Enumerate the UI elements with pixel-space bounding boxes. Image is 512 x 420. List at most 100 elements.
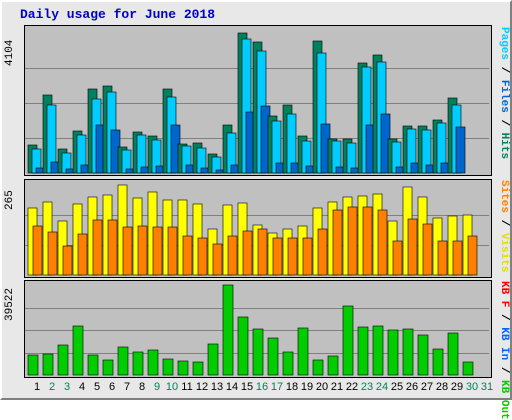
visits-sites-bar-sites-day-6 xyxy=(107,219,118,276)
day-label-8: 8 xyxy=(138,381,146,393)
kbytes-bar-kb-out-day-5 xyxy=(87,354,99,376)
visits-sites-bar-sites-day-10 xyxy=(167,226,178,276)
visits-sites-bar-sites-day-8 xyxy=(137,225,148,276)
visits-sites-bar-sites-day-28 xyxy=(437,240,448,276)
visits-sites-bar-sites-day-17 xyxy=(272,237,283,276)
day-label-10: 10 xyxy=(165,381,179,393)
hits-files-pages-bar-pages-day-29 xyxy=(455,126,466,174)
visits-sites-bar-sites-day-23 xyxy=(362,206,373,276)
kbytes-bar-kb-out-day-9 xyxy=(147,349,159,376)
day-label-17: 17 xyxy=(270,381,284,393)
visits-sites-bar-sites-day-26 xyxy=(407,218,418,276)
legend-files: Files xyxy=(498,79,510,113)
visits-sites-bar-sites-day-15 xyxy=(242,230,253,276)
visits-sites-bar-sites-day-2 xyxy=(47,231,58,276)
day-label-18: 18 xyxy=(285,381,299,393)
visits-sites-bar-sites-day-9 xyxy=(152,226,163,276)
kbytes-bar-kb-out-day-24 xyxy=(372,325,384,376)
day-label-13: 13 xyxy=(210,381,224,393)
kbytes-bar-kb-out-day-15 xyxy=(237,316,249,376)
visits-sites-bar-sites-day-22 xyxy=(347,206,358,276)
visits-sites-bar-sites-day-25 xyxy=(392,240,403,276)
visits-sites-bar-sites-day-24 xyxy=(377,209,388,276)
visits-sites-bar-sites-day-4 xyxy=(77,233,88,276)
day-label-16: 16 xyxy=(255,381,269,393)
day-label-12: 12 xyxy=(195,381,209,393)
visits-sites-bar-sites-day-30 xyxy=(467,235,478,276)
day-label-2: 2 xyxy=(48,381,56,393)
legend-pages: Pages xyxy=(498,27,510,61)
visits-sites-bar-sites-day-12 xyxy=(197,237,208,276)
legend-hits: Hits xyxy=(498,132,510,160)
kbytes-bar-kb-out-day-25 xyxy=(387,329,399,376)
visits-sites-bar-sites-day-19 xyxy=(302,237,313,276)
kbytes-legend: KB F / KB In / KB Out xyxy=(498,281,510,420)
x-axis-day-labels: 1 2 3 4 5 6 7 8 9 10 11 12 13 14 15 16 17 18 19 20 21 22 23 24 2… xyxy=(24,381,493,395)
kbytes-bar-kb-out-day-23 xyxy=(357,326,369,376)
kbytes-bar-kb-out-day-27 xyxy=(417,334,429,376)
kbytes-ymax-label: 39522 xyxy=(4,287,16,321)
day-label-30: 30 xyxy=(465,381,479,393)
kbytes-bar-kb-out-day-21 xyxy=(327,355,339,376)
kbytes-bar-kb-out-day-10 xyxy=(162,358,174,376)
day-label-23: 23 xyxy=(360,381,374,393)
day-label-26: 26 xyxy=(405,381,419,393)
day-label-4: 4 xyxy=(78,381,86,393)
day-label-3: 3 xyxy=(63,381,71,393)
kbytes-bar-kb-out-day-19 xyxy=(297,327,309,376)
visits-sites-bar-sites-day-29 xyxy=(452,240,463,276)
kbytes-bar-kb-out-day-30 xyxy=(462,361,474,376)
chart-title: Daily usage for June 2018 xyxy=(20,7,216,22)
kbytes-bar-kb-out-day-11 xyxy=(177,360,189,376)
day-label-7: 7 xyxy=(123,381,131,393)
day-label-31: 31 xyxy=(480,381,494,393)
day-label-28: 28 xyxy=(435,381,449,393)
kbytes-bar-kb-out-day-12 xyxy=(192,361,204,376)
kbytes-bar-kb-out-day-8 xyxy=(132,351,144,376)
visits-sites-bar-sites-day-21 xyxy=(332,209,343,276)
kbytes-bar-kb-out-day-18 xyxy=(282,351,294,376)
kbytes-bar-kb-out-day-29 xyxy=(447,332,459,376)
visits-sites-bar-sites-day-18 xyxy=(287,237,298,276)
day-label-29: 29 xyxy=(450,381,464,393)
kbytes-bar-kb-out-day-3 xyxy=(57,344,69,376)
day-label-19: 19 xyxy=(300,381,314,393)
kbytes-bar-kb-out-day-16 xyxy=(252,328,264,376)
day-label-1: 1 xyxy=(33,381,41,393)
kbytes-bar-kb-out-day-17 xyxy=(267,337,279,376)
day-label-11: 11 xyxy=(181,381,193,393)
legend-kb-f: KB F xyxy=(498,281,510,308)
day-label-9: 9 xyxy=(153,381,161,393)
kbytes-bar-kb-out-day-28 xyxy=(432,348,444,376)
day-label-22: 22 xyxy=(345,381,359,393)
visits-sites-bar-sites-day-13 xyxy=(212,243,223,276)
visits-sites-bar-sites-day-11 xyxy=(182,235,193,276)
visits-legend: Sites / Visits xyxy=(498,180,510,273)
day-label-24: 24 xyxy=(375,381,389,393)
kbytes-bar-kb-out-day-26 xyxy=(402,328,414,376)
hits-legend: Pages / Files / Hits xyxy=(498,27,510,160)
kbytes-bar-kb-out-day-1 xyxy=(27,354,39,376)
day-label-14: 14 xyxy=(225,381,239,393)
visits-sites-bar-sites-day-1 xyxy=(32,225,43,276)
legend-visits: Visits xyxy=(498,232,510,273)
day-label-6: 6 xyxy=(108,381,116,393)
day-label-15: 15 xyxy=(240,381,254,393)
legend-kb-in: KB In xyxy=(498,327,510,361)
day-label-27: 27 xyxy=(420,381,434,393)
day-label-20: 20 xyxy=(315,381,329,393)
kbytes-bar-kb-out-day-4 xyxy=(72,325,84,376)
visits-ymax-label: 265 xyxy=(4,190,16,210)
visits-sites-bar-sites-day-7 xyxy=(122,226,133,276)
kbytes-bar-kb-out-day-13 xyxy=(207,343,219,376)
kbytes-bar-kb-out-day-7 xyxy=(117,346,129,376)
kbytes-bar-kb-out-day-6 xyxy=(102,359,114,376)
visits-sites-bar-sites-day-5 xyxy=(92,219,103,276)
visits-sites-bar-sites-day-20 xyxy=(317,228,328,276)
bars-layer xyxy=(25,32,489,376)
kbytes-bar-kb-out-day-14 xyxy=(222,284,234,376)
visits-sites-bar-sites-day-14 xyxy=(227,235,238,276)
day-label-5: 5 xyxy=(93,381,101,393)
visits-sites-bar-sites-day-3 xyxy=(62,245,73,276)
kbytes-bar-kb-out-day-2 xyxy=(42,353,54,376)
